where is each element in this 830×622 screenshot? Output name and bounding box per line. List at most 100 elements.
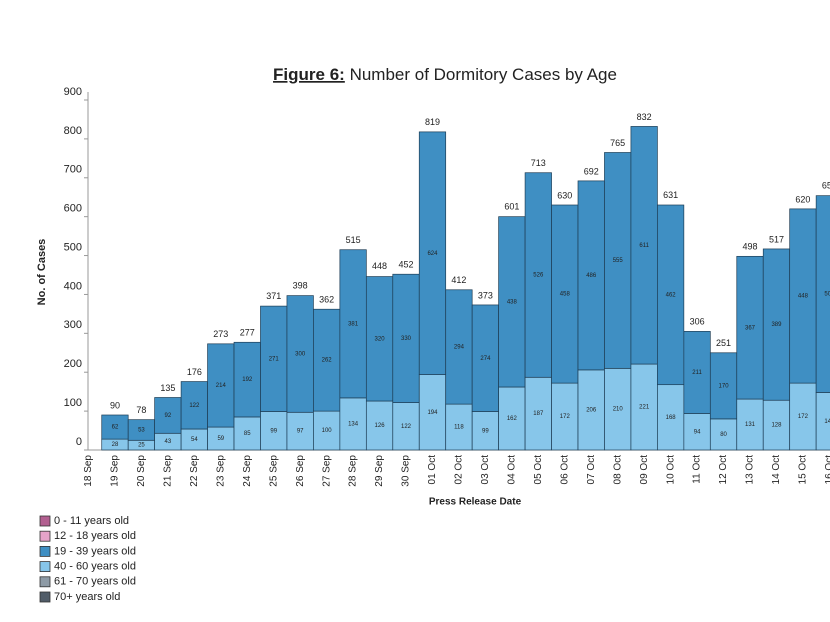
total-label: 371	[266, 291, 281, 301]
title-text: Number of Dormitory Cases by Age	[350, 65, 617, 84]
total-label: 517	[769, 234, 784, 244]
segment-label: 122	[401, 424, 412, 430]
x-tick-label: 13 Oct	[745, 455, 756, 485]
bar-segment	[260, 305, 288, 412]
y-tick-label: 0	[76, 436, 82, 448]
y-tick-label: 100	[64, 397, 82, 409]
bar-segment	[657, 384, 685, 451]
total-label: 620	[795, 194, 810, 204]
bar-segment	[683, 331, 711, 414]
x-tick-label: 07 Oct	[586, 455, 597, 485]
segment-label: 221	[639, 405, 650, 411]
bar-segment	[154, 397, 182, 434]
segment-label: 194	[427, 410, 438, 416]
x-tick-label: 11 Oct	[692, 455, 703, 484]
bar-segment	[471, 304, 499, 412]
segment-label: 94	[694, 429, 701, 435]
x-tick-label: 20 Sep	[136, 455, 147, 487]
bar-segment	[709, 352, 738, 420]
total-label: 601	[504, 202, 519, 212]
segment-label: 611	[639, 243, 649, 249]
segment-label: 92	[165, 413, 172, 419]
total-label: 452	[399, 260, 414, 270]
segment-label: 25	[138, 443, 145, 449]
bar-segment	[577, 369, 605, 451]
segment-label: 555	[613, 258, 624, 264]
segment-label: 448	[798, 294, 809, 300]
segment-label: 126	[375, 423, 386, 429]
legend-label: 0 - 11 years old	[54, 515, 129, 527]
segment-label: 367	[745, 325, 756, 331]
bar-segment	[604, 152, 632, 369]
x-tick-label: 22 Sep	[189, 455, 200, 487]
segment-label: 211	[692, 370, 702, 376]
bar-segment	[260, 411, 288, 451]
x-tick-label: 26 Sep	[295, 455, 306, 487]
segment-label: 128	[771, 423, 782, 429]
segment-label: 192	[242, 377, 253, 383]
x-tick-label: 10 Oct	[665, 455, 676, 485]
legend-swatch	[39, 591, 51, 603]
segment-label: 506	[824, 292, 830, 298]
x-tick-label: 03 Oct	[480, 455, 491, 485]
bar-segment	[365, 276, 394, 402]
x-tick-label: 29 Sep	[374, 455, 385, 487]
bar-segment	[313, 308, 341, 412]
legend-swatch	[39, 546, 51, 557]
segment-label: 381	[348, 321, 359, 327]
segment-label: 53	[138, 428, 145, 434]
x-tick-label: 30 Sep	[401, 455, 412, 487]
segment-label: 206	[586, 408, 597, 414]
y-tick-label: 700	[64, 164, 82, 176]
chart-title: Figure 6: Number of Dormitory Cases by A…	[273, 65, 617, 84]
bar-segment	[789, 382, 817, 451]
x-axis-label: Press Release Date	[429, 497, 522, 508]
segment-label: 134	[348, 422, 359, 428]
total-label: 692	[584, 166, 599, 176]
total-label: 832	[637, 112, 652, 122]
bar-segment	[736, 255, 764, 400]
bar-segment	[789, 208, 817, 384]
bar-segment	[630, 363, 658, 451]
segment-label: 97	[297, 429, 304, 435]
x-tick-label: 02 Oct	[454, 455, 465, 485]
segment-label: 43	[165, 439, 172, 445]
y-tick-label: 900	[64, 86, 82, 98]
segment-label: 486	[586, 273, 597, 279]
y-tick-label: 500	[64, 241, 82, 253]
legend-label: 70+ years old	[54, 591, 120, 603]
total-label: 90	[110, 400, 120, 410]
x-tick-label: 21 Sep	[163, 455, 174, 487]
bar-segment	[233, 341, 261, 418]
x-tick-label: 16 Oct	[824, 455, 830, 485]
y-axis-label: No. of Cases	[36, 239, 48, 306]
x-tick-label: 05 Oct	[533, 455, 544, 485]
title-prefix: Figure 6:	[273, 65, 345, 84]
bar-segment	[471, 411, 499, 451]
total-label: 412	[451, 275, 466, 285]
segment-label: 99	[270, 428, 277, 434]
bar-segment	[604, 367, 632, 451]
segment-label: 100	[322, 428, 333, 434]
legend-swatch	[39, 530, 51, 542]
segment-label: 300	[295, 352, 306, 358]
bar-segment	[286, 295, 314, 413]
y-tick-label: 300	[64, 319, 82, 331]
segment-label: 214	[216, 383, 227, 389]
segment-label: 118	[454, 425, 464, 431]
bar-segment	[630, 126, 658, 365]
bar-segment	[233, 416, 261, 451]
segment-label: 99	[482, 428, 489, 434]
bar-segment	[445, 403, 473, 451]
segment-label: 172	[798, 414, 809, 420]
x-tick-label: 24 Sep	[242, 455, 253, 487]
segment-label: 320	[375, 336, 386, 342]
bar-segment	[339, 249, 367, 399]
segment-label: 148	[824, 419, 830, 425]
total-label: 273	[213, 329, 228, 339]
legend-label: 12 - 18 years old	[54, 530, 136, 542]
segment-label: 131	[745, 422, 756, 428]
segment-label: 624	[427, 251, 438, 257]
total-label: 765	[610, 138, 625, 148]
